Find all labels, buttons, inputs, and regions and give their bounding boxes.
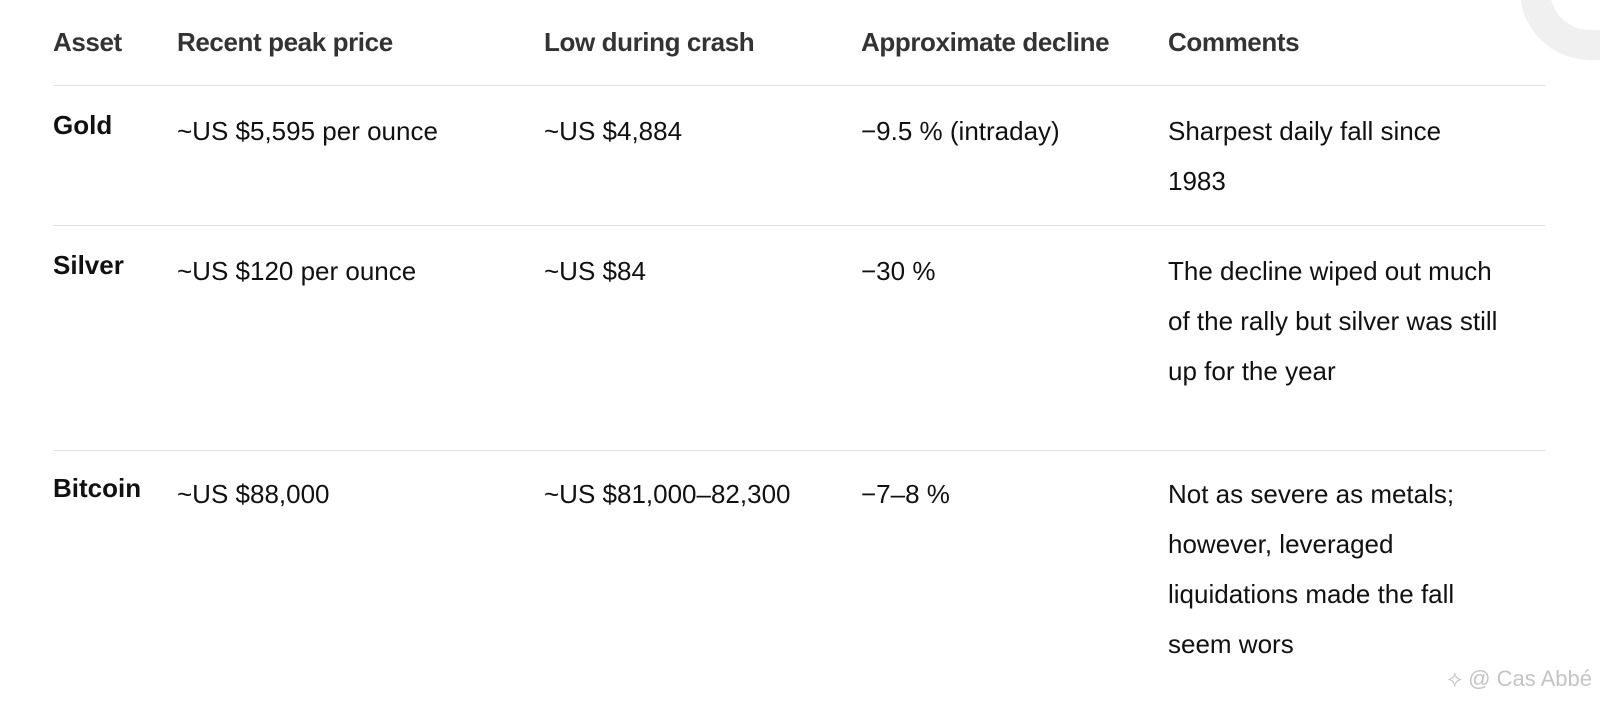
table-row: Gold ~US $5,595 per ounce ~US $4,884 −9.…	[53, 86, 1545, 226]
table-row: Silver ~US $120 per ounce ~US $84 −30 % …	[53, 226, 1545, 451]
header-low: Low during crash	[544, 27, 755, 57]
header-comments: Comments	[1168, 27, 1300, 57]
low-cell: ~US $84	[544, 256, 646, 286]
table-row: Bitcoin ~US $88,000 ~US $81,000–82,300 −…	[53, 451, 1545, 701]
peak-cell: ~US $5,595 per ounce	[177, 116, 438, 146]
asset-cell: Gold	[53, 110, 113, 140]
asset-cell: Bitcoin	[53, 473, 142, 503]
header-asset: Asset	[53, 27, 122, 57]
comment-cell: Not as severe as metals; however, levera…	[1168, 479, 1455, 659]
asset-table: Asset Recent peak price Low during crash…	[53, 0, 1545, 701]
table-header: Asset Recent peak price Low during crash…	[53, 0, 1545, 86]
low-cell: ~US $4,884	[544, 116, 683, 146]
peak-cell: ~US $120 per ounce	[177, 256, 417, 286]
low-cell: ~US $81,000–82,300	[544, 479, 791, 509]
decline-cell: −7–8 %	[861, 479, 950, 509]
watermark-text: @ Cas Abbé	[1468, 666, 1592, 691]
peak-cell: ~US $88,000	[177, 479, 330, 509]
asset-cell: Silver	[53, 250, 124, 280]
decline-cell: −9.5 % (intraday)	[861, 116, 1060, 146]
comment-cell: The decline wiped out much of the rally …	[1168, 256, 1498, 386]
header-peak: Recent peak price	[177, 27, 393, 57]
window-corner	[1550, 0, 1600, 30]
watermark: ⟡ @ Cas Abbé	[1447, 664, 1592, 694]
header-decline: Approximate decline	[861, 27, 1110, 57]
comment-cell: Sharpest daily fall since 1983	[1168, 116, 1442, 196]
decline-cell: −30 %	[861, 256, 936, 286]
binance-diamond-icon: ⟡	[1447, 666, 1463, 691]
